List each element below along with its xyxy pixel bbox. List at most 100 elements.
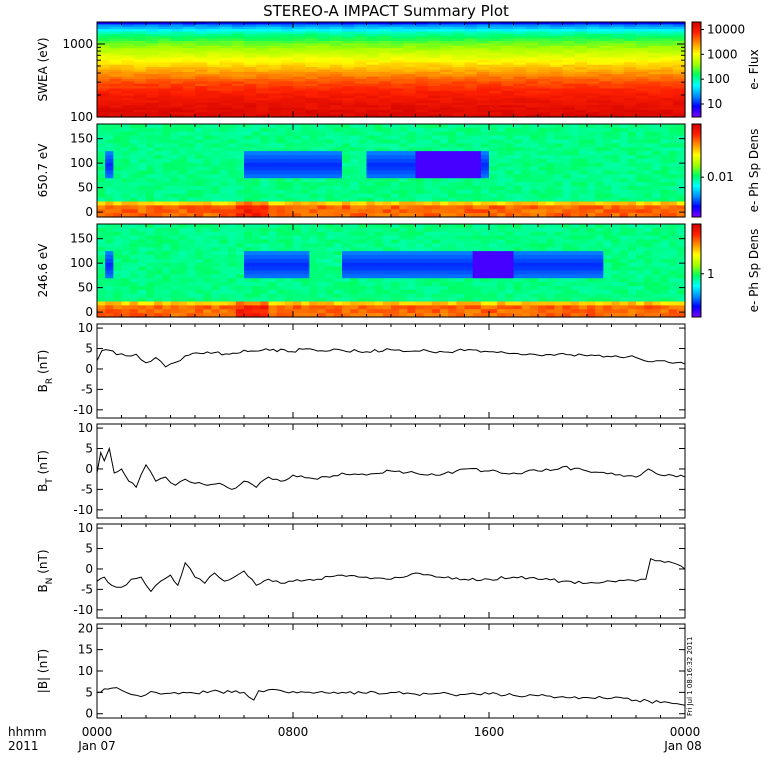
pad246-cell [391,251,400,256]
pad650-cell [456,174,466,179]
pad246-cell [284,274,294,279]
swea-cell [268,107,282,111]
pad246-cell [415,266,425,272]
pad246-cell [293,239,302,244]
pad246-cell [652,262,662,268]
swea-cell [231,69,245,73]
pad650-cell [333,209,343,214]
pad650-cell [538,127,547,133]
pad650-cell [562,143,572,148]
pad650-cell [325,131,335,137]
pad650-cell [195,205,204,210]
swea-cell [599,45,613,49]
pad650-cell [374,158,384,164]
pad650-cell [374,209,384,214]
swea-cell [366,95,380,99]
swea-cell [648,55,662,59]
pad246-cell [342,235,351,241]
pad246-cell [113,251,123,256]
swea-cell [268,98,282,101]
pad246-cell [170,231,180,237]
pad650-cell [513,162,523,168]
pad246-cell [595,282,604,287]
swea-cell [293,41,306,44]
pad246-cell [227,235,237,241]
pad246-cell [578,262,588,268]
swea-cell [464,26,478,30]
swea-cell [525,95,539,99]
pad650-cell [358,182,368,187]
swea-cell [574,43,588,47]
swea-cell [121,29,135,33]
pad246-cell [121,282,131,287]
swea-cell [109,41,123,44]
pad650-cell [325,124,335,129]
swea-cell [489,90,502,94]
swea-cell [538,93,551,97]
swea-cell [587,38,600,42]
swea-cell [182,26,196,30]
pad650-cell [431,201,441,206]
pad246-cell [342,251,351,256]
pad650-cell [137,135,147,141]
swea-cell [317,67,331,71]
swea-cell [440,60,453,63]
swea-cell [452,62,466,66]
pad650-cell [219,155,229,160]
swea-cell [501,95,515,99]
swea-cell [464,114,478,118]
swea-cell [440,52,453,56]
swea-cell [158,95,172,99]
pad246-cell [146,282,155,287]
pad246-cell [186,227,196,233]
pad246-cell [431,278,441,283]
pad650-cell [513,197,523,203]
swea-cell [476,48,490,52]
swea-cell [146,98,159,101]
swea-cell [354,67,368,71]
swea-cell [244,90,257,94]
swea-cell [317,50,331,54]
swea-cell [280,60,294,63]
pad650-cell [301,147,310,152]
swea-cell [317,98,331,101]
pad246-cell [301,255,310,260]
swea-cell [525,76,539,80]
pad246-cell [260,251,270,256]
swea-cell [146,105,159,109]
pad650-cell [546,174,555,179]
pad246-cell [497,227,506,233]
pad246-cell [227,286,237,291]
pad650-cell [472,193,482,199]
pad246-cell [456,258,466,264]
swea-cell [305,93,319,97]
pad650-cell [203,155,212,160]
pad650-cell [293,166,302,172]
pad246-cell [456,266,466,272]
pad650-cell [489,186,498,191]
swea-cell [158,74,172,78]
swea-cell [244,79,257,82]
swea-cell [574,83,588,87]
pad650-cell [186,193,196,199]
pad650-cell [244,209,253,214]
pad246-cell [317,251,327,256]
pad650-cell [415,189,425,195]
swea-cell [611,74,625,78]
swea-cell [391,81,404,85]
pad650-cell [137,182,147,187]
swea-cell [231,107,245,111]
pad650-cell [301,189,310,195]
pad246-cell [137,251,147,256]
swea-cell [158,76,172,80]
pad650-cell [480,201,490,206]
pad650-cell [137,174,147,179]
pad246-cell [301,231,310,237]
pad246-cell [472,266,482,272]
pad246-cell [407,247,417,252]
pad650-cell [423,209,433,214]
swea-cell [378,86,392,90]
swea-cell [452,69,466,73]
pad650-cell [554,178,564,183]
swea-cell [525,50,539,54]
